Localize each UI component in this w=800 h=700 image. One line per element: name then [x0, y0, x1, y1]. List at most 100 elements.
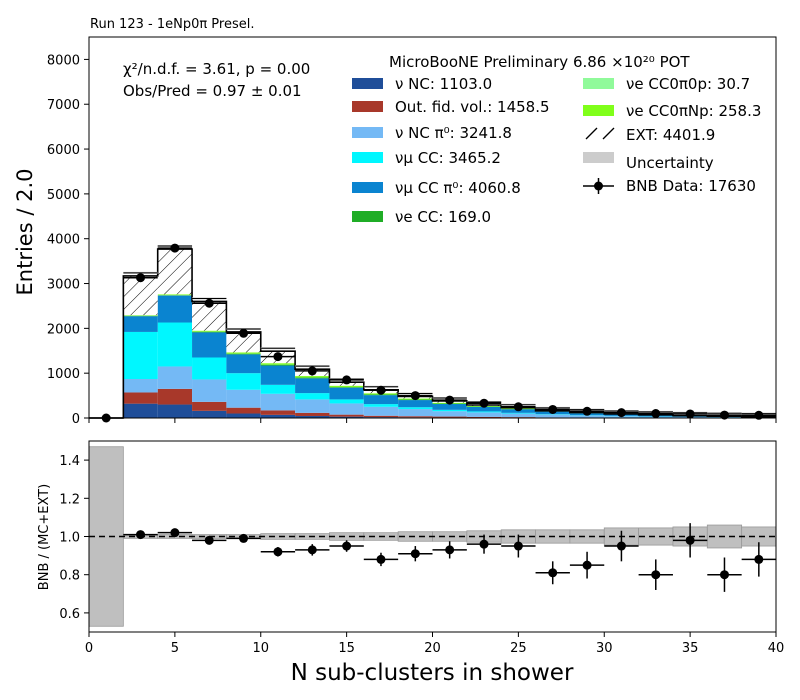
ratio-x-tick-label: 10 [252, 641, 269, 656]
ratio-point [342, 541, 352, 551]
bar-segment [295, 399, 330, 413]
bar-segment [466, 416, 502, 418]
bar-segment [363, 404, 399, 407]
bar-segment [398, 407, 433, 410]
y-tick-label: 6000 [47, 143, 80, 158]
legend-label: νμ CC π⁰: 4060.8 [395, 179, 521, 197]
legend-label: νe CC0πNp: 258.3 [626, 102, 761, 120]
legend-label: νμ CC: 3465.2 [395, 149, 501, 167]
data-point [342, 375, 352, 385]
ratio-point [719, 570, 729, 580]
data-point [273, 352, 283, 362]
legend-label: Out. fid. vol.: 1458.5 [395, 98, 550, 116]
bar-segment [192, 330, 227, 332]
data-point [307, 366, 317, 376]
ratio-point [307, 545, 317, 555]
bar-segment [260, 363, 296, 365]
legend-hatch [585, 127, 598, 140]
ratio-y-tick-label: 1.2 [59, 492, 80, 507]
y-tick-label: 8000 [47, 53, 80, 68]
legend-swatch [352, 127, 383, 138]
bar-segment [535, 414, 570, 418]
bar-segment [569, 415, 605, 418]
bar-segment [329, 399, 364, 404]
bar-segment [363, 406, 399, 416]
ratio-x-tick-label: 20 [424, 641, 441, 656]
bar-segment [192, 357, 227, 380]
bar-segment [260, 414, 296, 418]
obs-pred-text: Obs/Pred = 0.97 ± 0.01 [123, 82, 302, 100]
y-tick-label: 4000 [47, 233, 80, 248]
legend-label: νe CC: 169.0 [395, 208, 491, 226]
bar-segment [398, 416, 433, 418]
bar-segment [295, 393, 330, 400]
legend-swatch-uncertainty [583, 152, 614, 163]
bar-segment [260, 384, 296, 394]
bar-segment [363, 395, 399, 405]
legend-swatch [352, 78, 383, 89]
data-point [651, 409, 661, 419]
bar-segment [363, 394, 399, 396]
bar-segment [501, 417, 536, 418]
legend-swatch [352, 101, 383, 112]
bar-segment [123, 403, 158, 418]
bar-segment [260, 410, 296, 415]
ratio-point [136, 530, 146, 540]
data-point [548, 404, 558, 414]
data-point [136, 273, 146, 283]
ratio-point [445, 545, 455, 555]
ratio-point [651, 570, 661, 580]
data-point [685, 409, 695, 419]
legend-swatch [352, 182, 383, 193]
bar-segment [157, 249, 193, 295]
legend-label: ν NC: 1103.0 [395, 75, 492, 93]
bar-segment [157, 322, 193, 367]
bar-segment [260, 393, 296, 411]
legend-label: Uncertainty [626, 154, 714, 172]
bar-segment [192, 332, 227, 358]
ratio-x-tick-label: 5 [171, 641, 179, 656]
ratio-point [754, 554, 764, 564]
legend-swatch [352, 152, 383, 163]
bar-segment [432, 404, 467, 410]
bar-segment [226, 373, 261, 390]
legend-swatch [583, 105, 614, 116]
data-point [719, 410, 729, 420]
data-point [410, 391, 420, 401]
ratio-point [410, 549, 420, 559]
bar-segment [295, 376, 330, 378]
legend-label: EXT: 4401.9 [626, 126, 715, 144]
bar-segment [157, 294, 193, 296]
bar-segment [466, 411, 502, 413]
ratio-point [513, 541, 523, 551]
bar-segment [157, 295, 193, 323]
bar-segment [363, 415, 399, 418]
bar-segment [192, 401, 227, 411]
y-tick-label: 2000 [47, 322, 80, 337]
data-point [582, 406, 592, 416]
chi2-text: χ²/n.d.f. = 3.61, p = 0.00 [123, 60, 310, 78]
ratio-point [582, 560, 592, 570]
legend-title: MicroBooNE Preliminary 6.86 ×10²⁰ POT [389, 53, 690, 71]
legend-swatch [583, 78, 614, 89]
y-tick-label: 0 [72, 412, 80, 427]
series-3 [123, 322, 776, 418]
bar-segment [466, 406, 502, 412]
bar-segment [157, 404, 193, 418]
bar-segment [329, 416, 364, 418]
data-point [616, 408, 626, 418]
legend-label: ν NC π⁰: 3241.8 [395, 124, 512, 142]
legend: ν NC: 1103.0 Out. fid. vol.: 1458.5 ν NC π… [352, 75, 761, 226]
y-tick-label: 1000 [47, 367, 80, 382]
bar-segment [501, 412, 536, 414]
ratio-x-tick-label: 0 [85, 641, 93, 656]
ratio-y-tick-label: 0.6 [59, 607, 80, 622]
bar-segment [329, 385, 364, 387]
bar-segment [123, 379, 158, 393]
ratio-y-tick-label: 1.0 [59, 531, 80, 546]
ratio-point [170, 528, 180, 538]
ratio-point [239, 533, 249, 543]
y-tick-label: 5000 [47, 188, 80, 203]
bar-segment [260, 364, 296, 366]
